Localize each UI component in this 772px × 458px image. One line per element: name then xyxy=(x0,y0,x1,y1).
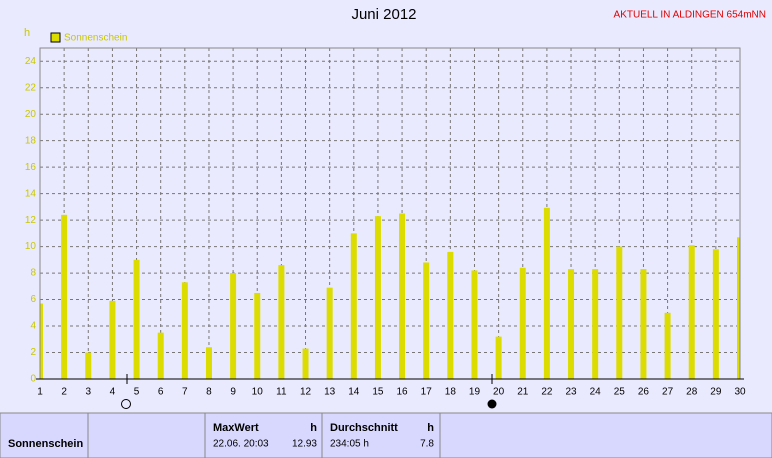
x-tick-label: 30 xyxy=(734,387,746,398)
y-tick-label: 6 xyxy=(30,294,36,305)
column-header: Durchschnitt xyxy=(330,422,398,434)
x-tick-label: 25 xyxy=(614,387,626,398)
cell: 22.06. 20:03 xyxy=(213,439,269,450)
bar xyxy=(85,352,92,379)
y-tick-label: 24 xyxy=(25,56,37,67)
bar xyxy=(592,269,599,379)
x-tick-label: 18 xyxy=(445,387,457,398)
cell: 7.8 xyxy=(420,439,434,450)
x-tick-label: 23 xyxy=(565,387,577,398)
x-tick-label: 15 xyxy=(372,387,384,398)
bar xyxy=(157,332,164,379)
x-tick-label: 14 xyxy=(348,387,360,398)
x-tick-label: 20 xyxy=(493,387,505,398)
x-tick-label: 29 xyxy=(710,387,722,398)
bar xyxy=(40,303,43,379)
bar xyxy=(471,270,478,379)
bar xyxy=(543,207,550,379)
chart-title: Juni 2012 xyxy=(351,6,416,23)
x-tick-label: 11 xyxy=(276,387,287,398)
x-tick-label: 22 xyxy=(541,387,553,398)
summary-table: Sonnenschein MaxWert h 22.06. 20:03 12.9… xyxy=(0,412,772,458)
bar xyxy=(278,265,285,379)
table-bg xyxy=(0,412,772,458)
full-moon-icon xyxy=(121,399,131,409)
x-tick-label: 28 xyxy=(686,387,698,398)
column-unit: h xyxy=(427,422,434,434)
bar xyxy=(423,262,430,379)
bar xyxy=(205,347,212,379)
y-tick-label: 22 xyxy=(25,82,37,93)
x-tick-label: 13 xyxy=(324,387,336,398)
column-header: MaxWert xyxy=(213,422,259,434)
legend-swatch xyxy=(50,32,61,43)
bar xyxy=(230,273,237,379)
bar xyxy=(133,259,140,379)
x-tick-label: 19 xyxy=(469,387,481,398)
x-tick-label: 1 xyxy=(37,387,43,398)
x-tick-label: 7 xyxy=(182,387,188,398)
bar xyxy=(568,269,575,379)
bar xyxy=(616,246,623,379)
bar xyxy=(688,245,695,379)
bar xyxy=(254,292,261,379)
y-tick-label: 2 xyxy=(30,347,36,358)
y-tick-label: 14 xyxy=(25,188,37,199)
x-tick-label: 26 xyxy=(638,387,650,398)
x-tick-label: 17 xyxy=(421,387,433,398)
bar xyxy=(495,336,502,379)
bar xyxy=(302,348,309,379)
y-tick-label: 20 xyxy=(25,109,37,120)
x-tick-label: 3 xyxy=(85,387,91,398)
x-tick-label: 12 xyxy=(300,387,312,398)
bar xyxy=(664,312,671,379)
bar xyxy=(109,300,116,379)
bar xyxy=(326,287,333,379)
x-tick-label: 24 xyxy=(590,387,602,398)
y-tick-label: 4 xyxy=(30,321,36,332)
cell: 12.93 xyxy=(292,439,317,450)
y-tick-label: 0 xyxy=(30,374,36,385)
bar xyxy=(712,249,719,379)
y-tick-label: 12 xyxy=(25,215,37,226)
bar xyxy=(181,282,188,379)
bar xyxy=(519,267,526,379)
bar xyxy=(399,213,406,379)
bar xyxy=(350,233,357,379)
bar xyxy=(374,216,381,379)
bar xyxy=(61,214,68,379)
y-tick-label: 10 xyxy=(25,241,37,252)
row-label: Sonnenschein xyxy=(8,438,83,450)
x-tick-label: 21 xyxy=(517,387,529,398)
bar xyxy=(737,237,740,379)
y-tick-label: 18 xyxy=(25,135,37,146)
x-tick-label: 10 xyxy=(252,387,264,398)
y-tick-label: 8 xyxy=(30,268,36,279)
y-axis-label: h xyxy=(24,27,30,39)
new-moon-icon xyxy=(487,399,497,409)
annotation: AKTUELL IN ALDINGEN 654mNN xyxy=(614,10,766,21)
x-tick-label: 16 xyxy=(397,387,409,398)
x-tick-label: 9 xyxy=(230,387,236,398)
bar xyxy=(640,269,647,379)
legend-label: Sonnenschein xyxy=(64,33,127,44)
x-tick-label: 8 xyxy=(206,387,212,398)
cell: 234:05 h xyxy=(330,439,369,450)
bar xyxy=(447,251,454,379)
x-tick-label: 2 xyxy=(61,387,67,398)
x-tick-label: 27 xyxy=(662,387,674,398)
x-tick-label: 5 xyxy=(134,387,140,398)
y-tick-label: 16 xyxy=(25,162,37,173)
x-tick-label: 6 xyxy=(158,387,164,398)
x-tick-label: 4 xyxy=(110,387,116,398)
column-unit: h xyxy=(310,422,317,434)
